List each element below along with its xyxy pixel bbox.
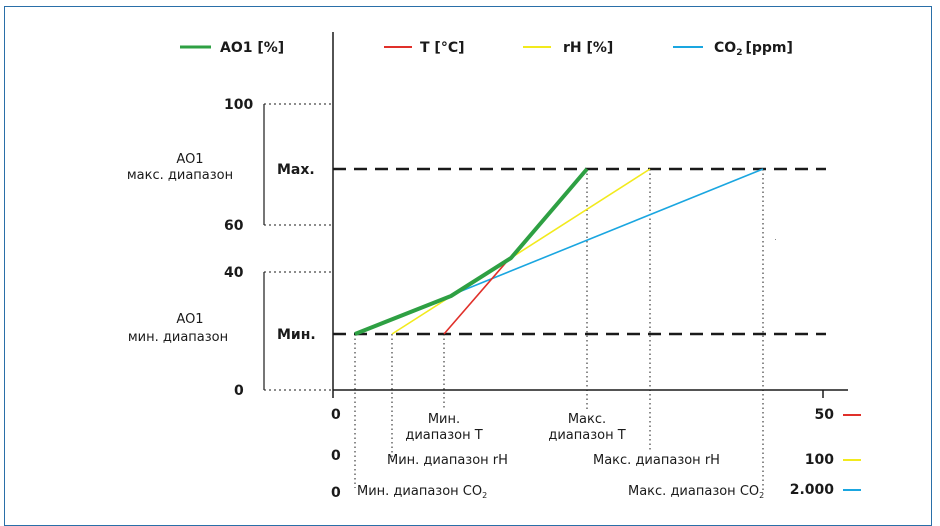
min-range-line1: AO1	[176, 312, 203, 327]
x-zero-co2: 0	[331, 485, 341, 501]
max-label: Max.	[277, 162, 315, 178]
y-tick-100: 100	[224, 97, 253, 113]
x-zero-rh: 0	[331, 448, 341, 464]
y-tick-60: 60	[224, 218, 244, 234]
y-tick-0: 0	[234, 383, 244, 399]
legend-t-label: T [°C]	[420, 40, 465, 56]
rh-line	[391, 168, 651, 335]
t-max-line2: диапазон T	[548, 428, 625, 443]
legend-co2-label: CO2 [ppm]	[714, 40, 793, 58]
min-label: Мин.	[277, 327, 316, 343]
min-range-line2: мин. диапазон	[128, 330, 228, 345]
co2-min-label: Мин. диапазон CO2	[357, 484, 487, 500]
legend-rh-label: rH [%]	[563, 40, 613, 56]
x-zero-t: 0	[331, 407, 341, 423]
ao1-line	[354, 167, 589, 336]
legend-ao1-label: AO1 [%]	[220, 40, 284, 56]
y-tick-40: 40	[224, 265, 244, 281]
control-diagram: AO1 [%] T [°C] rH [%] CO2 [ppm] 100 60 40…	[127, 32, 861, 501]
x-max-rh: 100	[805, 452, 834, 468]
t-min-line2: диапазон T	[405, 428, 482, 443]
max-range-line2: макс. диапазон	[127, 168, 233, 183]
rh-max-label: Макс. диапазон rH	[593, 453, 720, 468]
t-min-line1: Мин.	[428, 412, 460, 427]
co2-max-label: Макс. диапазон CO2	[628, 484, 764, 500]
max-range-line1: AO1	[176, 152, 203, 167]
x-max-t: 50	[815, 407, 835, 423]
x-max-co2: 2.000	[790, 482, 835, 498]
t-max-line1: Макс.	[568, 412, 606, 427]
rh-min-label: Мин. диапазон rH	[387, 453, 508, 468]
stray-dot	[775, 239, 776, 240]
